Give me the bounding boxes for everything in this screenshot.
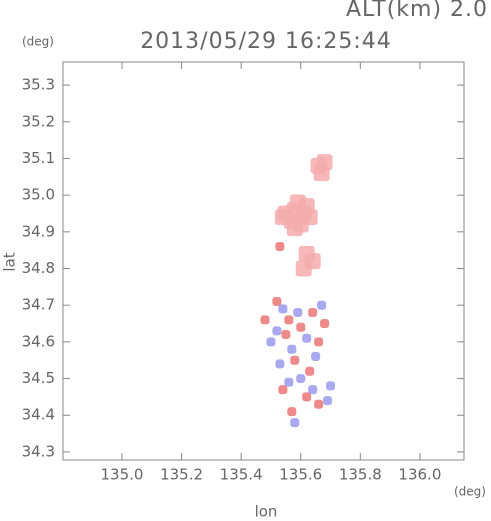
echo-cell xyxy=(305,366,315,376)
echo-cell xyxy=(313,165,330,182)
echo-cell xyxy=(286,220,303,237)
echo-cell xyxy=(278,304,288,314)
y-tick-label: 34.5 xyxy=(22,369,55,387)
echo-cell xyxy=(284,315,294,325)
x-tick-label: 136.0 xyxy=(398,466,441,484)
echo-cell xyxy=(260,315,270,325)
x-tick-label: 135.2 xyxy=(160,466,203,484)
echo-cell xyxy=(293,308,303,318)
echo-cell xyxy=(275,359,285,369)
echo-cell xyxy=(281,330,291,340)
echo-cell xyxy=(287,344,297,354)
x-tick-label: 135.6 xyxy=(279,466,322,484)
y-tick-label: 34.8 xyxy=(22,259,55,277)
echo-cell xyxy=(284,377,294,387)
echo-cell xyxy=(311,352,321,362)
echo-cell xyxy=(287,407,297,417)
y-tick-label: 34.7 xyxy=(22,296,55,314)
y-tick-label: 35.2 xyxy=(22,112,55,130)
echo-cell xyxy=(308,385,318,395)
echo-cell xyxy=(320,319,330,329)
echo-cell xyxy=(290,355,300,365)
x-axis-label: lon xyxy=(255,503,278,521)
y-tick-label: 34.4 xyxy=(22,406,55,424)
plot-frame xyxy=(62,61,465,461)
y-tick-label: 35.0 xyxy=(22,186,55,204)
altitude-label: ALT(km) 2.0 xyxy=(346,0,488,22)
echo-cell xyxy=(302,392,312,402)
x-tick-label: 135.4 xyxy=(220,466,263,484)
echo-cell xyxy=(317,300,327,310)
y-tick-label: 34.9 xyxy=(22,222,55,240)
echo-cell xyxy=(275,242,285,252)
x-tick-label: 135.0 xyxy=(101,466,144,484)
y-tick-label: 34.3 xyxy=(22,442,55,460)
x-unit: (deg) xyxy=(454,485,486,499)
echo-cell xyxy=(296,374,306,384)
echo-cell xyxy=(278,385,288,395)
echo-cell xyxy=(302,333,312,343)
y-tick-label: 35.1 xyxy=(22,149,55,167)
y-axis-label: lat xyxy=(1,252,19,271)
echo-cell xyxy=(272,326,282,336)
echo-cell xyxy=(314,337,324,347)
echo-cell xyxy=(314,399,324,409)
echo-cell xyxy=(266,337,276,347)
chart-title: 2013/05/29 16:25:44 xyxy=(140,29,392,54)
y-tick-label: 34.6 xyxy=(22,332,55,350)
x-tick-label: 135.8 xyxy=(339,466,382,484)
echo-cell xyxy=(295,260,312,277)
y-tick-label: 35.3 xyxy=(22,76,55,94)
echo-cell xyxy=(326,381,336,391)
echo-cell xyxy=(308,308,318,318)
y-unit: (deg) xyxy=(22,35,54,49)
echo-cell xyxy=(290,418,300,428)
echo-cell xyxy=(296,322,306,332)
echo-cell xyxy=(323,396,333,406)
echo-cell xyxy=(274,209,291,226)
echo-cell xyxy=(301,209,318,226)
echo-cell xyxy=(272,297,282,307)
